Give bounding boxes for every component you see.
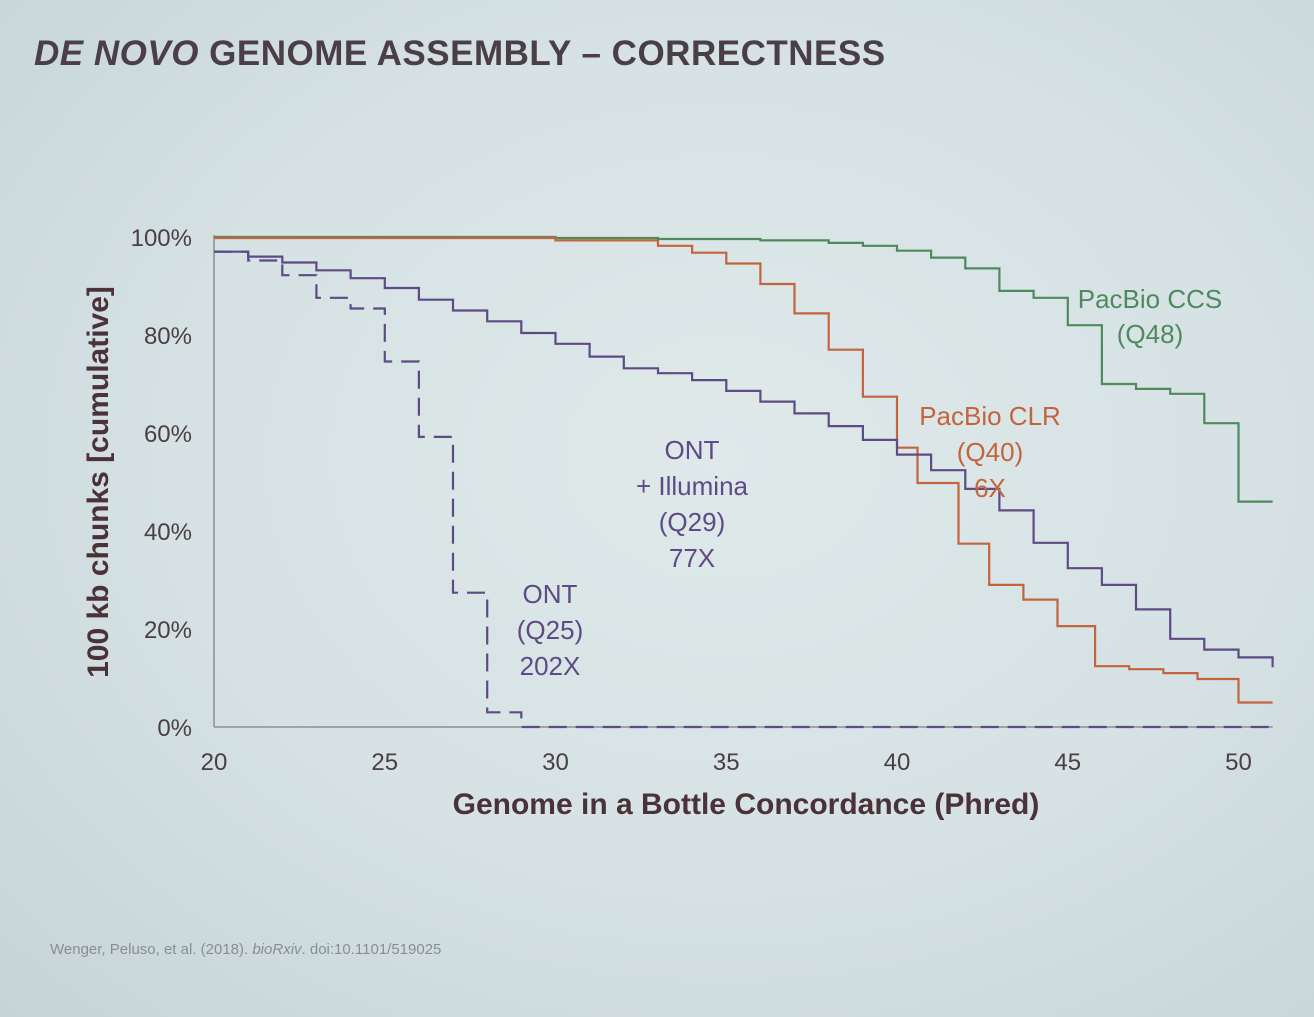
y-tick-label: 20% <box>144 617 192 644</box>
citation-suffix: . doi:10.1101/519025 <box>301 941 442 958</box>
series-label-clr: PacBio CLR <box>919 401 1061 431</box>
series-label-clr: (Q40) <box>957 437 1023 467</box>
series-label-ont_ill: ONT <box>665 435 720 465</box>
series-line-clr <box>214 236 1273 704</box>
y-tick-label: 0% <box>157 715 192 742</box>
x-tick-label: 35 <box>713 749 740 776</box>
x-axis-title: Genome in a Bottle Concordance (Phred) <box>453 788 1040 821</box>
series-label-ont_ill: + Illumina <box>636 471 749 501</box>
y-tick-label: 100% <box>131 225 192 252</box>
series-label-ont_ill: (Q29) <box>659 507 725 537</box>
citation-journal: bioRxiv <box>252 941 302 958</box>
x-tick-label: 45 <box>1054 749 1081 776</box>
x-tick-label: 30 <box>542 749 569 776</box>
series-label-ccs: (Q48) <box>1117 319 1183 349</box>
x-tick-label: 20 <box>201 749 228 776</box>
slide-title: DE NOVO GENOME ASSEMBLY – CORRECTNESS <box>34 34 886 74</box>
series-line-ccs <box>214 235 1273 503</box>
y-tick-label: 40% <box>144 519 192 546</box>
series-label-ccs: PacBio CCS <box>1078 284 1223 314</box>
citation-prefix: Wenger, Peluso, et al. (2018). <box>50 941 253 958</box>
citation: Wenger, Peluso, et al. (2018). bioRxiv. … <box>50 941 441 958</box>
series-label-ont: 202X <box>520 651 581 681</box>
y-tick-label: 80% <box>144 323 192 350</box>
series-label-ont: (Q25) <box>517 615 583 645</box>
series-label-clr: 6X <box>974 473 1006 503</box>
x-tick-label: 40 <box>884 749 911 776</box>
y-tick-label: 60% <box>144 421 192 448</box>
slide-title-rest: GENOME ASSEMBLY – CORRECTNESS <box>198 34 886 73</box>
x-tick-label: 25 <box>371 749 398 776</box>
series-label-ont: ONT <box>523 579 578 609</box>
series-line-ont_ill <box>214 250 1274 668</box>
series-label-ont_ill: 77X <box>669 543 715 573</box>
slide-title-italic: DE NOVO <box>34 34 199 73</box>
series-line-ont <box>214 250 1273 729</box>
y-axis-title: 100 kb chunks [cumulative] <box>82 286 115 678</box>
x-tick-label: 50 <box>1225 749 1252 776</box>
